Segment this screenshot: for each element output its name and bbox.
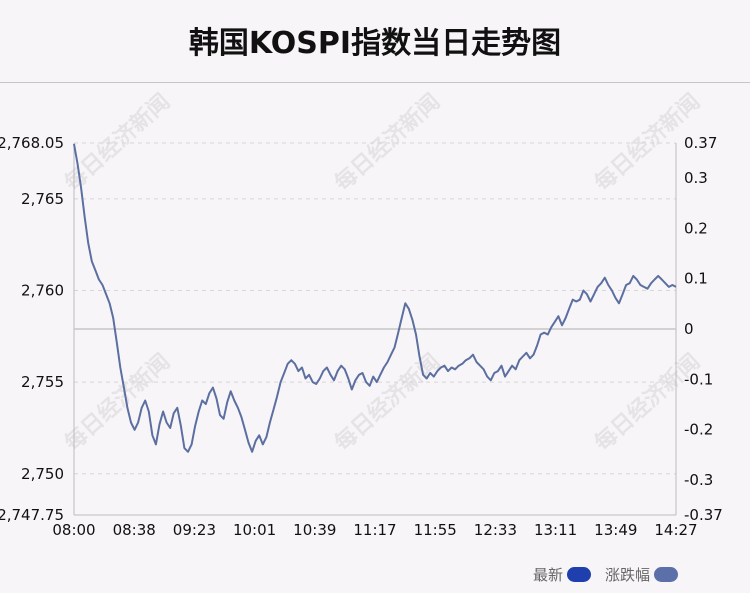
x-tick-label: 13:11 — [534, 521, 577, 539]
x-tick-label: 11:17 — [353, 521, 396, 539]
y-left-tick-label: 2,768.05 — [0, 134, 64, 152]
x-tick-label: 12:33 — [474, 521, 517, 539]
y-left-tick-label: 2,765 — [21, 190, 64, 208]
x-tick-label: 08:00 — [52, 521, 95, 539]
y-right-tick-label: 0.1 — [684, 270, 708, 288]
x-tick-label: 11:55 — [414, 521, 457, 539]
y-right-tick-label: 0.2 — [684, 219, 708, 237]
y-right-tick-label: 0 — [684, 320, 694, 338]
legend-item-latest[interactable]: 最新 — [533, 564, 592, 585]
y-right-tick-label: 0.37 — [684, 134, 717, 152]
legend-label-change: 涨跌幅 — [605, 565, 651, 584]
y-left-tick-label: 2,760 — [21, 282, 64, 300]
y-left-tick-label: 2,747.75 — [0, 506, 64, 524]
y-right-tick-label: -0.37 — [684, 506, 723, 524]
legend-swatch-latest — [567, 566, 592, 582]
y-right-tick-label: 0.3 — [684, 169, 708, 187]
series-line — [73, 143, 677, 453]
legend: 最新 涨跌幅 — [533, 564, 692, 584]
y-left-tick-label: 2,755 — [21, 373, 64, 391]
legend-item-change[interactable]: 涨跌幅 — [605, 564, 679, 585]
x-tick-label: 09:23 — [173, 521, 216, 539]
x-tick-label: 08:38 — [113, 521, 156, 539]
x-tick-label: 10:01 — [233, 521, 276, 539]
x-tick-label: 14:27 — [654, 521, 697, 539]
x-tick-label: 13:49 — [594, 521, 637, 539]
legend-swatch-change — [654, 566, 679, 582]
title-divider — [0, 82, 750, 83]
legend-label-latest: 最新 — [533, 565, 564, 584]
x-tick-label: 10:39 — [293, 521, 336, 539]
y-left-tick-label: 2,750 — [21, 465, 64, 483]
y-right-tick-label: -0.1 — [684, 370, 713, 388]
y-right-tick-label: -0.2 — [684, 421, 713, 439]
y-right-tick-label: -0.3 — [684, 471, 713, 489]
chart-title: 韩国KOSPI指数当日走势图 — [188, 26, 562, 61]
